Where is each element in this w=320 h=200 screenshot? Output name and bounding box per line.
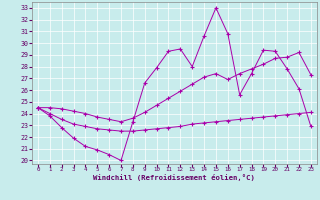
X-axis label: Windchill (Refroidissement éolien,°C): Windchill (Refroidissement éolien,°C) (93, 174, 255, 181)
